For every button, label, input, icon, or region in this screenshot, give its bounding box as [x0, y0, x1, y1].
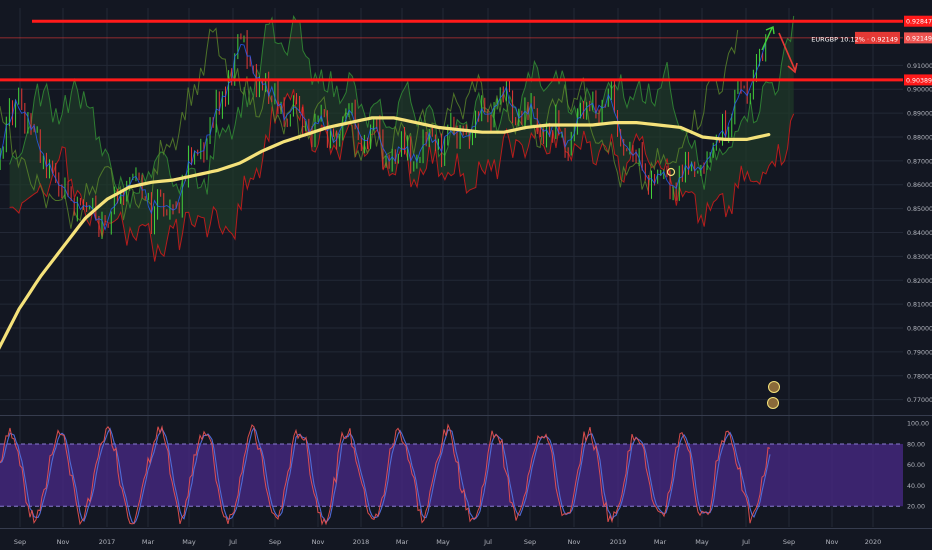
- price-tick-label: 0.91000: [907, 63, 932, 70]
- down-arrow-head: [787, 62, 798, 74]
- time-tick-label: 2020: [865, 538, 882, 546]
- time-tick-label: Sep: [783, 538, 795, 546]
- moving-average: [0, 116, 771, 350]
- time-tick-label: 2019: [610, 538, 627, 546]
- time-tick-label: Nov: [312, 538, 325, 546]
- time-tick-label: Nov: [57, 538, 70, 546]
- time-tick-label: Mar: [654, 538, 667, 546]
- oscillator-tick-label: 20.00: [907, 504, 925, 511]
- price-ribbon: [0, 14, 795, 262]
- overbought-oversold-band: [0, 443, 903, 507]
- time-tick-label: Jul: [741, 538, 750, 546]
- conversion-line: [0, 42, 767, 231]
- time-tick-label: May: [436, 538, 450, 546]
- oscillator-tick-label: 100.00: [907, 421, 929, 428]
- price-tick-label: 0.86000: [907, 182, 932, 189]
- oscillator-tick-label: 80.00: [907, 441, 925, 448]
- price-tick-label: 0.77000: [907, 397, 932, 404]
- oscillator-tick-label: 60.00: [907, 462, 925, 469]
- time-tick-label: Nov: [826, 538, 839, 546]
- current-price-badge: [904, 32, 932, 44]
- price-tick-label: 0.87000: [907, 158, 932, 165]
- time-tick-label: Nov: [568, 538, 581, 546]
- event-marker-icon: [666, 167, 676, 177]
- instrument-label: EURGBP 10.12% · 0.92149: [811, 35, 898, 43]
- time-axis-bg: [0, 528, 932, 550]
- up-arrow: [761, 27, 773, 51]
- time-tick-label: May: [182, 538, 196, 546]
- oscillator-axis[interactable]: 100.00 80.00 60.00 40.00 20.00: [903, 416, 932, 528]
- time-tick-label: Sep: [524, 538, 536, 546]
- price-tick-label: 0.81000: [907, 302, 932, 309]
- time-tick-label: Mar: [142, 538, 155, 546]
- price-tick-label: 0.83000: [907, 254, 932, 261]
- up-arrow-head: [765, 25, 775, 35]
- price-axis[interactable]: 0.91000 0.90000 0.89000 0.88000 0.87000 0.860…: [903, 0, 932, 415]
- price-tick-label: 0.82000: [907, 278, 932, 285]
- time-tick-label: Sep: [269, 538, 281, 546]
- level-price-badge: [904, 74, 932, 86]
- price-tick-label: 0.85000: [907, 206, 932, 213]
- price-tick-label: 0.79000: [907, 349, 932, 356]
- horizontal-levels[interactable]: EURGBP 10.12% · 0.92149: [0, 19, 903, 82]
- price-tick-label: 0.84000: [907, 230, 932, 237]
- oscillator-panel: [0, 423, 903, 526]
- time-tick-label: Sep: [14, 538, 26, 546]
- dividend-marker-icon: [768, 381, 780, 393]
- level-price-label: 0.90389: [906, 77, 932, 84]
- current-price-label: 0.92149: [906, 35, 932, 42]
- price-tick-label: 0.90000: [907, 87, 932, 94]
- instrument-label-bg: [855, 31, 900, 44]
- oscillator-signal-line: [0, 426, 771, 525]
- level-price-label: 0.92847: [906, 19, 932, 26]
- time-axis[interactable]: Sep Nov 2017 Mar May Jul Sep Nov 2018 Mar May Jul Se…: [0, 528, 932, 550]
- dividend-marker-icon: [767, 397, 779, 409]
- oscillator-axis-bg: [903, 416, 932, 528]
- time-tick-label: Mar: [396, 538, 409, 546]
- forecast-arrows: [666, 25, 798, 409]
- price-tick-label: 0.80000: [907, 326, 932, 333]
- price-tick-label: 0.89000: [907, 111, 932, 118]
- price-tick-label: 0.88000: [907, 134, 932, 141]
- oscillator-tick-label: 40.00: [907, 483, 925, 490]
- time-tick-label: May: [695, 538, 709, 546]
- level-price-badge: [904, 15, 932, 27]
- time-tick-label: Jul: [483, 538, 492, 546]
- time-tick-label: Jul: [228, 538, 237, 546]
- time-tick-label: 2018: [353, 538, 370, 546]
- down-arrow: [778, 32, 796, 71]
- price-tick-label: 0.78000: [907, 373, 932, 380]
- oscillator-main-line: [0, 423, 771, 526]
- time-tick-label: 2017: [99, 538, 116, 546]
- moving-average-line: [0, 116, 771, 350]
- price-axis-bg: [903, 0, 932, 415]
